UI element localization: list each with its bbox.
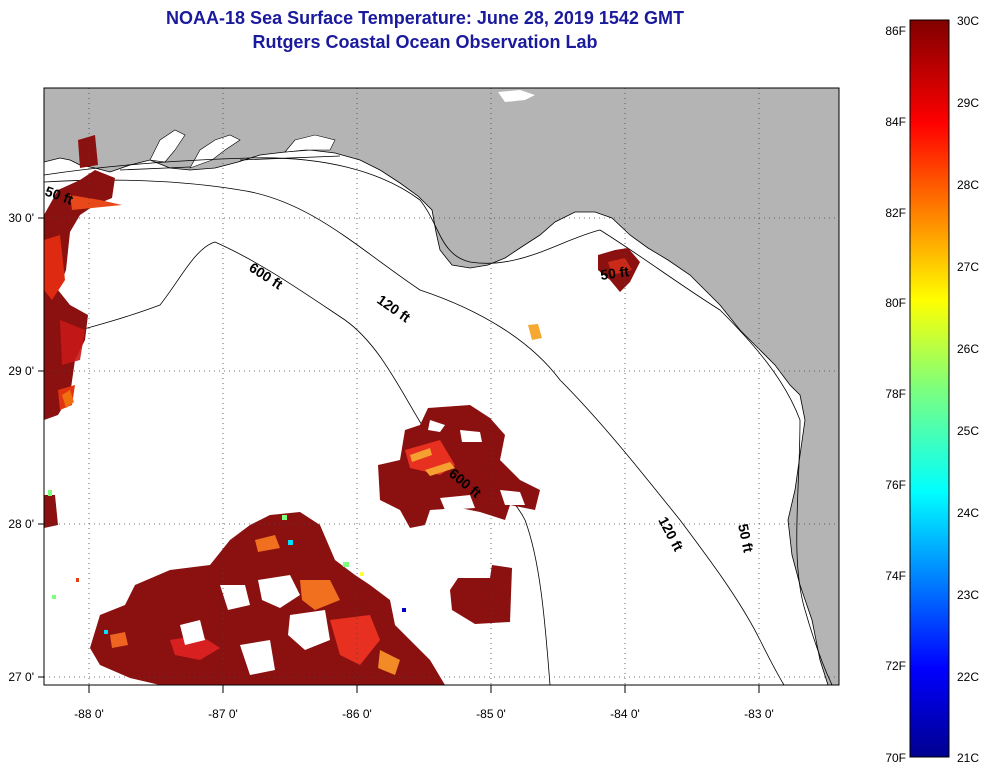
lake: [498, 90, 535, 102]
axis-ticks: [38, 217, 760, 693]
colorbar-c-label: 29C: [957, 96, 979, 110]
lat-tick-label: 29 0': [8, 364, 34, 378]
colorbar-c-label: 27C: [957, 260, 979, 274]
colorbar-c-labels: 30C 29C 28C 27C 26C 25C 24C 23C 22C 21C: [957, 14, 979, 765]
sst-patch-nw: [44, 170, 115, 425]
lat-tick-label: 28 0': [8, 517, 34, 531]
contour-label: 50 ft: [735, 522, 757, 554]
lon-tick-label: -88 0': [74, 707, 104, 721]
colorbar-f-labels: 86F 84F 82F 80F 78F 76F 74F 72F 70F: [885, 24, 906, 765]
lon-tick-label: -83 0': [744, 707, 774, 721]
colorbar-c-label: 30C: [957, 14, 979, 28]
plot-frame: [43, 87, 840, 686]
contour-50ft: [44, 157, 833, 685]
colorbar-c-label: 22C: [957, 670, 979, 684]
colorbar-f-label: 84F: [885, 115, 906, 129]
barrier-island: [119, 155, 341, 171]
colorbar-c-label: 23C: [957, 588, 979, 602]
colorbar-c-label: 26C: [957, 342, 979, 356]
sst-patch-coast: [78, 135, 98, 168]
colorbar-c-label: 25C: [957, 424, 979, 438]
lon-tick-label: -84 0': [610, 707, 640, 721]
colorbar-f-label: 72F: [885, 659, 906, 673]
bay: [284, 134, 336, 153]
sst-patch-w: [44, 495, 58, 528]
colorbar-f-label: 74F: [885, 569, 906, 583]
sst-patch-square: [450, 565, 512, 624]
lon-tick-label: -85 0': [476, 707, 506, 721]
land-mass: [44, 88, 839, 685]
lon-axis-labels: -88 0' -87 0' -86 0' -85 0' -84 0' -83 0…: [74, 707, 774, 721]
colorbar-c-label: 21C: [957, 751, 979, 765]
colorbar-f-label: 70F: [885, 751, 906, 765]
map-title: NOAA-18 Sea Surface Temperature: June 28…: [166, 8, 684, 28]
colorbar-f-label: 82F: [885, 206, 906, 220]
lat-axis-labels: 30 0' 29 0' 28 0' 27 0': [8, 211, 34, 684]
contour-120ft: [44, 179, 785, 685]
map-subtitle: Rutgers Coastal Ocean Observation Lab: [252, 32, 598, 52]
lon-tick-label: -87 0': [208, 707, 238, 721]
colorbar-c-label: 24C: [957, 506, 979, 520]
colorbar-f-label: 86F: [885, 24, 906, 38]
colorbar-f-label: 78F: [885, 387, 906, 401]
sst-specks: [48, 490, 406, 634]
cloud-gaps: [44, 415, 525, 675]
lat-tick-label: 30 0': [8, 211, 34, 225]
colorbar: [909, 19, 950, 758]
colorbar-f-label: 80F: [885, 296, 906, 310]
sst-patch-center: [378, 405, 540, 528]
lon-tick-label: -86 0': [342, 707, 372, 721]
lat-tick-label: 27 0': [8, 670, 34, 684]
colorbar-c-label: 28C: [957, 178, 979, 192]
colorbar-f-label: 76F: [885, 478, 906, 492]
contour-600ft: [44, 241, 551, 685]
contour-label: 50 ft: [599, 263, 630, 283]
